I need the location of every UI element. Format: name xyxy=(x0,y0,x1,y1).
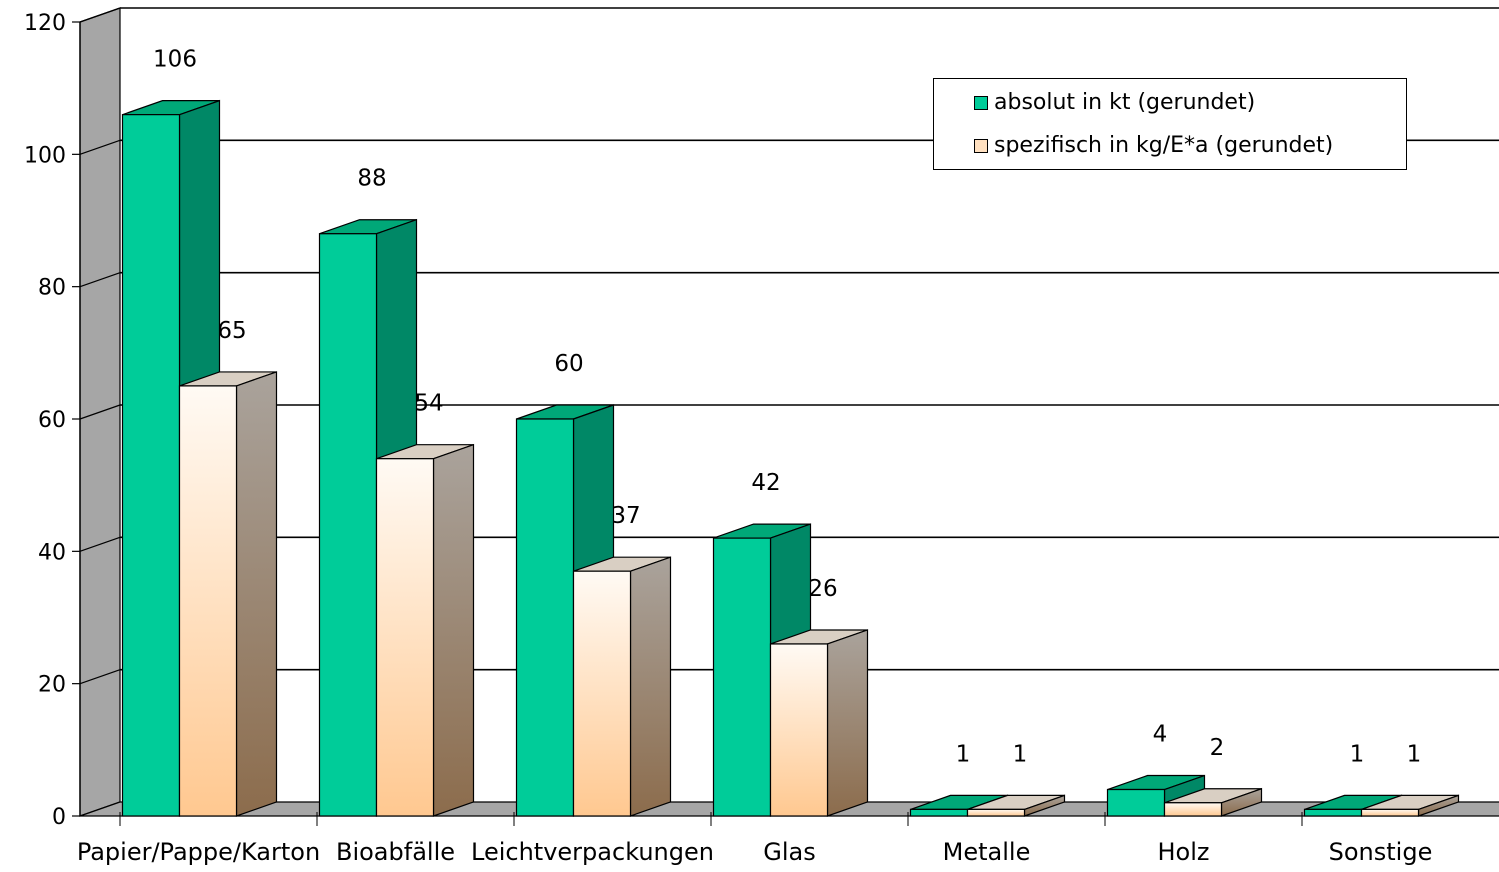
bar-peach xyxy=(178,385,238,817)
data-label: 88 xyxy=(357,166,386,192)
legend-label-absolut: absolut in kt (gerundet) xyxy=(994,90,1256,115)
x-tick-label: Leichtverpackungen xyxy=(471,838,714,866)
bar-green xyxy=(515,418,575,817)
bar-peach xyxy=(769,643,829,817)
y-tick-label: 120 xyxy=(24,11,66,36)
bar-green xyxy=(909,808,969,817)
gridline-wall xyxy=(79,536,121,552)
y-tick-label: 0 xyxy=(52,805,66,830)
legend-item-spezifisch: spezifisch in kg/E*a (gerundet) xyxy=(974,133,1333,158)
data-label: 1 xyxy=(1013,741,1028,767)
x-tick-label: Sonstige xyxy=(1329,838,1433,866)
legend-label-spezifisch: spezifisch in kg/E*a (gerundet) xyxy=(994,133,1334,158)
bar-peach xyxy=(966,808,1026,817)
y-tick-label: 80 xyxy=(38,276,66,301)
y-tick-label: 60 xyxy=(38,408,66,433)
data-label: 1 xyxy=(1350,741,1365,767)
data-label: 106 xyxy=(153,47,197,73)
data-label: 26 xyxy=(808,576,837,602)
bar-side-peach xyxy=(235,371,278,817)
bar-side-peach xyxy=(432,443,475,817)
gridline-wall xyxy=(79,7,121,23)
x-tick-label: Bioabfälle xyxy=(336,838,455,866)
bar-peach xyxy=(1360,808,1420,817)
x-tick-label: Papier/Pappe/Karton xyxy=(77,838,320,866)
gridline-wall xyxy=(79,404,121,420)
bar-green xyxy=(121,114,181,817)
legend-item-absolut: absolut in kt (gerundet) xyxy=(974,90,1255,115)
y-tick-label: 40 xyxy=(38,540,66,565)
bar-side-peach xyxy=(826,629,869,817)
bar-green xyxy=(1303,808,1363,817)
bar-side-peach xyxy=(629,556,672,817)
gridline-wall xyxy=(79,669,121,685)
gridline-wall xyxy=(79,139,121,155)
legend: absolut in kt (gerundet) spezifisch in k… xyxy=(933,78,1407,170)
x-tick-label: Metalle xyxy=(943,838,1031,866)
x-tick-label: Glas xyxy=(763,838,815,866)
data-label: 1 xyxy=(1407,741,1422,767)
bar-green xyxy=(712,537,772,817)
y-tick-label: 100 xyxy=(24,143,66,168)
bar-peach xyxy=(1163,802,1223,817)
legend-swatch-peach xyxy=(974,138,988,153)
data-label: 65 xyxy=(217,318,246,344)
bar-peach xyxy=(572,570,632,817)
bar-green xyxy=(318,233,378,817)
bar-green xyxy=(1106,788,1166,817)
gridline-wall xyxy=(79,272,121,288)
data-label: 4 xyxy=(1153,722,1168,748)
data-label: 2 xyxy=(1210,735,1225,761)
data-label: 60 xyxy=(554,351,583,377)
legend-swatch-green xyxy=(974,95,988,110)
data-label: 37 xyxy=(611,503,640,529)
data-label: 54 xyxy=(414,391,443,417)
bar-peach xyxy=(375,458,435,817)
x-tick-label: Holz xyxy=(1158,838,1210,866)
data-label: 1 xyxy=(956,741,971,767)
data-label: 42 xyxy=(751,470,780,496)
y-tick-label: 20 xyxy=(38,673,66,698)
